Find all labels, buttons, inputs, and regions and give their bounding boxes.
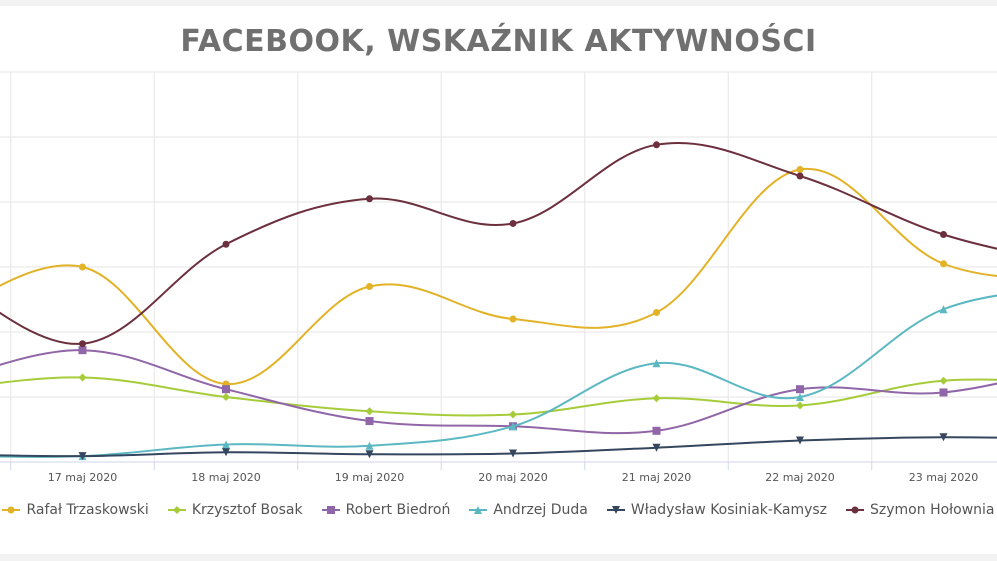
- data-point: [940, 231, 947, 238]
- data-point: [365, 417, 374, 426]
- data-point: [939, 388, 948, 397]
- data-point: [796, 166, 804, 173]
- series-line: [0, 141, 997, 345]
- data-point: [509, 410, 517, 419]
- data-point: [79, 263, 86, 271]
- legend-label: Robert Biedroń: [345, 502, 451, 518]
- data-point: [653, 141, 660, 149]
- data-point: [366, 283, 373, 290]
- data-point: [78, 452, 87, 461]
- data-point: [652, 426, 661, 435]
- legend-label: Krzysztof Bosak: [191, 502, 303, 518]
- data-point: [652, 359, 661, 368]
- data-point: [79, 340, 86, 348]
- legend-marker-icon: [469, 506, 488, 514]
- series-line: [0, 436, 997, 458]
- chart-card: [0, 6, 997, 554]
- legend-marker-icon: [846, 506, 865, 514]
- data-point: [365, 407, 374, 416]
- series-robert-biedron: [0, 346, 997, 435]
- gridlines: [0, 71, 997, 463]
- data-point: [652, 394, 661, 403]
- data-point: [509, 422, 517, 431]
- series-line: [0, 167, 997, 386]
- x-tick-label: 21 maj 2020: [622, 471, 692, 484]
- series-rafa-trzaskowski: [0, 166, 997, 388]
- data-point: [939, 305, 948, 314]
- data-point: [78, 373, 87, 382]
- series-krzysztof-bosak: [0, 373, 997, 419]
- series-szymon-ho-ownia: [0, 141, 997, 348]
- data-point: [796, 401, 804, 410]
- data-point: [365, 441, 374, 450]
- data-point: [7, 506, 15, 514]
- data-point: [796, 385, 804, 394]
- x-tick-label: 19 maj 2020: [335, 471, 405, 484]
- data-point: [78, 346, 87, 355]
- chart-legend: Rafał Trzaskowski Krzysztof Bosak Robert B…: [0, 498, 997, 522]
- legend-label: Szymon Hołownia: [870, 502, 995, 518]
- legend-item[interactable]: Szymon Hołownia: [846, 502, 995, 518]
- x-tick-label: 17 maj 2020: [48, 471, 118, 484]
- data-point: [172, 506, 181, 514]
- legend-label: Rafał Trzaskowski: [26, 502, 149, 518]
- data-point: [365, 450, 374, 459]
- series-line: [0, 294, 997, 458]
- data-point: [222, 385, 230, 394]
- data-point: [222, 448, 230, 457]
- legend-marker-icon: [606, 506, 625, 514]
- data-point: [796, 393, 804, 401]
- chart-title: FACEBOOK, WSKAŹNIK AKTYWNOŚCI: [180, 24, 817, 59]
- legend-item[interactable]: Krzysztof Bosak: [167, 502, 303, 518]
- legend-label: Andrzej Duda: [493, 502, 588, 518]
- legend-label: Władysław Kosiniak-Kamysz: [630, 502, 828, 518]
- legend-item[interactable]: Robert Biedroń: [321, 502, 451, 518]
- data-point: [796, 436, 804, 445]
- data-point: [326, 506, 335, 514]
- data-point: [509, 449, 517, 458]
- x-tick-label: 23 maj 2020: [909, 471, 979, 484]
- data-point: [222, 393, 230, 401]
- series-line: [0, 376, 997, 417]
- data-point: [653, 309, 660, 316]
- data-point: [366, 195, 373, 203]
- data-point: [940, 260, 947, 268]
- legend-marker-icon: [2, 506, 21, 514]
- series-line: [0, 349, 997, 435]
- data-point: [509, 219, 517, 227]
- legend-item[interactable]: Andrzej Duda: [469, 502, 588, 518]
- legend-item[interactable]: Władysław Kosiniak-Kamysz: [606, 502, 828, 518]
- data-point: [222, 240, 230, 248]
- legend-marker-icon: [321, 506, 340, 514]
- legend-item[interactable]: Rafał Trzaskowski: [2, 502, 149, 518]
- data-point: [222, 440, 230, 449]
- data-point: [474, 506, 483, 514]
- x-tick-label: 22 maj 2020: [765, 471, 835, 484]
- data-point: [509, 315, 517, 323]
- data-point: [939, 376, 948, 385]
- data-point: [851, 506, 859, 514]
- data-point: [939, 433, 948, 442]
- data-point: [652, 443, 661, 452]
- data-point: [796, 172, 804, 180]
- x-tick-label: 18 maj 2020: [191, 471, 261, 484]
- legend-marker-icon: [167, 506, 186, 514]
- series-andrzej-duda: [0, 294, 997, 461]
- series-group: [0, 141, 997, 461]
- series-w-adys-aw-kosiniak-kamysz: [0, 433, 997, 461]
- data-point: [611, 506, 620, 514]
- x-tick-label: 20 maj 2020: [478, 471, 548, 484]
